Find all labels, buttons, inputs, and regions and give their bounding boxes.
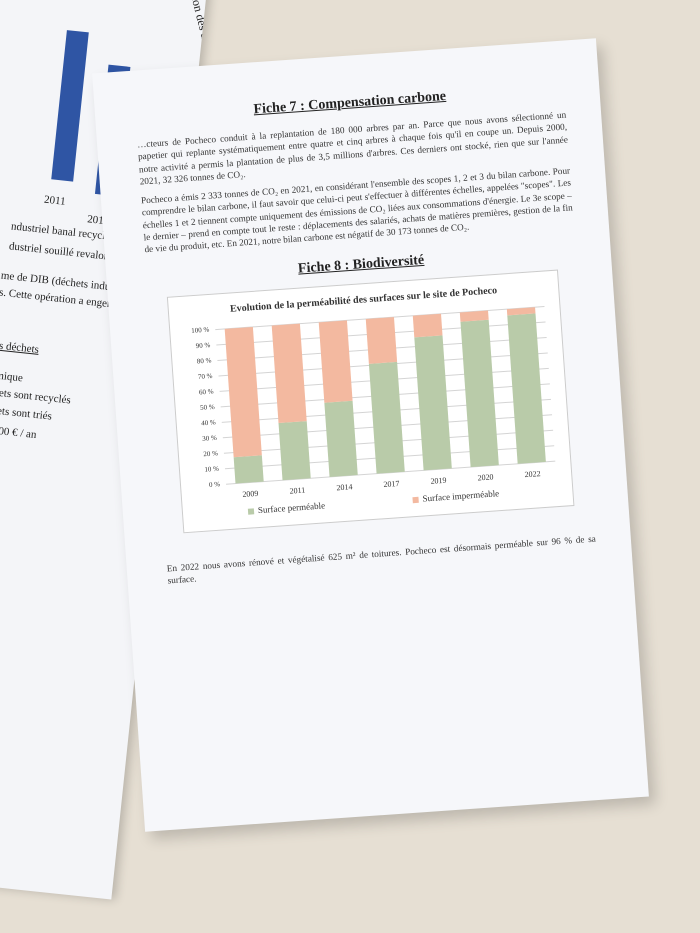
bar-segment <box>412 313 443 338</box>
legend-swatch <box>412 496 419 504</box>
bar-segment <box>324 400 358 477</box>
bar-segment <box>507 313 546 464</box>
legend-label: Surface imperméable <box>422 488 499 503</box>
x-tick-label: 2014 <box>336 482 353 492</box>
y-tick-label: 0 % <box>209 480 221 489</box>
bar-segment <box>460 319 499 467</box>
left-text: ns déchets <box>0 339 40 356</box>
x-tick-label: 2017 <box>383 479 400 489</box>
x-tick-label: 2020 <box>477 472 494 482</box>
left-text: mique <box>0 369 24 385</box>
y-tick-label: 90 % <box>195 341 210 350</box>
y-tick-label: 60 % <box>199 387 214 396</box>
x-tick-label: 2022 <box>524 469 541 479</box>
bar-segment <box>506 307 536 316</box>
bar-segment <box>224 326 262 458</box>
y-tick-label: 50 % <box>200 403 215 412</box>
legend-label: Surface perméable <box>258 500 326 515</box>
y-tick-label: 80 % <box>197 356 212 365</box>
y-tick-label: 10 % <box>204 465 219 474</box>
chart-title: Evolution de la perméabilité des surface… <box>230 285 498 315</box>
chart: Evolution de la perméabilité des surface… <box>166 269 575 534</box>
bar-segment <box>271 323 307 423</box>
y-tick-label: 100 % <box>191 325 210 334</box>
y-tick-label: 70 % <box>198 372 213 381</box>
bar-segment <box>318 320 353 403</box>
caption: En 2022 nous avons rénové et végétalisé … <box>166 533 597 586</box>
right-page: Fiche 7 : Compensation carbone …cteurs d… <box>92 38 649 832</box>
bar-segment <box>368 361 405 474</box>
bar-segment <box>278 420 311 481</box>
x-tick-label: 2019 <box>430 475 447 485</box>
left-title: Gestion des déchets <box>183 0 208 70</box>
bar-segment <box>233 455 264 484</box>
x-tick-label: 2011 <box>289 485 305 495</box>
left-text: chets sont triés <box>0 403 53 423</box>
bar-segment <box>414 335 452 471</box>
bar-segment <box>459 310 489 322</box>
y-tick-label: 20 % <box>203 449 218 458</box>
left-bar <box>51 30 89 182</box>
y-tick-label: 30 % <box>202 434 217 443</box>
y-tick-label: 40 % <box>201 418 216 427</box>
x-tick-label: 2009 <box>242 489 259 499</box>
left-text: chets sont recyclés <box>0 385 72 407</box>
left-text: 0 000 € / an <box>0 424 37 442</box>
legend-swatch <box>247 508 255 515</box>
left-year: 2011 <box>43 193 67 208</box>
bar-segment <box>365 316 398 364</box>
